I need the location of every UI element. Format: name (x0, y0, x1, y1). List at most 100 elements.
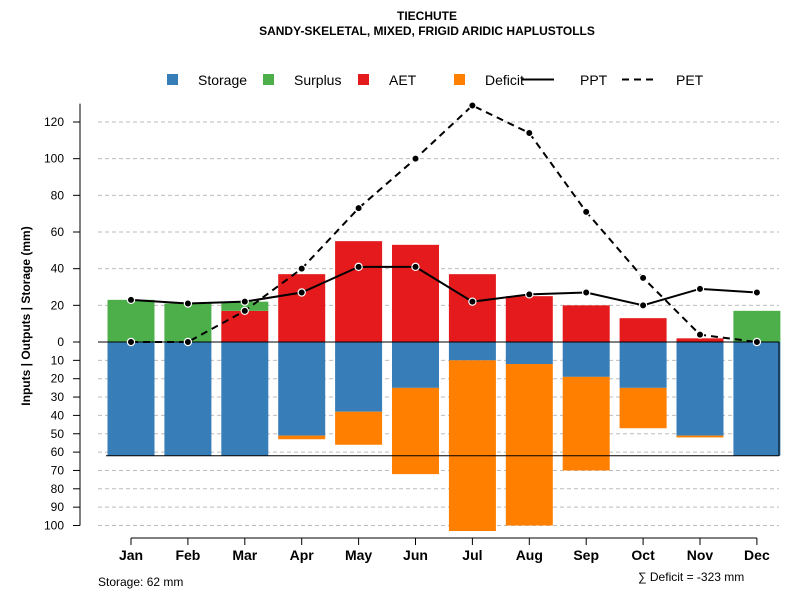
y-tick-label: 20 (51, 372, 65, 386)
pet-point-jun (411, 154, 420, 163)
y-tick-label: 90 (51, 500, 65, 514)
storage-bar-mar (221, 342, 269, 456)
x-tick-label-nov: Nov (687, 547, 714, 563)
ppt-point-feb (183, 299, 193, 308)
y-tick-label: 60 (51, 445, 65, 459)
y-tick-label: 30 (51, 390, 65, 404)
y-tick-label: 0 (57, 335, 64, 349)
storage-bar-aug (505, 342, 553, 365)
deficit-bar-oct (619, 387, 667, 429)
legend-label-deficit: Deficit (485, 72, 524, 88)
series-lines (126, 101, 762, 347)
storage-bar-may (335, 342, 383, 412)
y-tick-label: 60 (51, 225, 65, 239)
ppt-point-mar (240, 297, 249, 306)
aet-bar-oct (619, 318, 667, 342)
surplus-bar-jan (107, 299, 155, 342)
pet-point-nov (695, 330, 705, 339)
x-tick-label-may: May (345, 547, 372, 563)
ppt-point-jan (126, 295, 136, 305)
pet-point-oct (638, 273, 648, 283)
deficit-bar-nov (676, 435, 724, 438)
deficit-total: ∑ Deficit = -323 mm (638, 570, 745, 584)
pet-point-jul (468, 101, 477, 110)
pet-point-mar (240, 306, 249, 316)
axes: 0 20 40 60 80 100 120 10 20 30 40 50 60 70 80 90 100 Jan F… (44, 103, 770, 563)
legend-label-aet: AET (389, 72, 417, 88)
y-tick-label: 40 (51, 262, 65, 276)
x-tick-label-dec: Dec (744, 547, 770, 563)
pet-point-sep (582, 207, 591, 217)
surplus-bar-dec (733, 310, 781, 342)
x-tick-label-jun: Jun (403, 547, 428, 563)
legend-swatch-surplus (263, 74, 274, 85)
y-tick-label: 10 (51, 353, 65, 367)
aet-bar-mar (221, 310, 269, 342)
y-tick-label: 40 (51, 408, 65, 422)
deficit-bar-apr (278, 435, 326, 440)
y-tick-label: 100 (44, 152, 64, 166)
reference-lines (98, 341, 780, 457)
ppt-point-oct (638, 301, 648, 310)
storage-bar-jun (392, 342, 439, 388)
pet-point-may (354, 203, 363, 213)
ppt-point-may (354, 262, 363, 272)
storage-bar-nov (676, 342, 724, 436)
y-tick-label: 20 (51, 298, 65, 312)
ppt-point-nov (695, 284, 705, 294)
ppt-point-jul (468, 297, 477, 306)
surplus-bar-feb (164, 303, 212, 342)
deficit-bar-jun (392, 387, 439, 475)
storage-bar-jan (107, 342, 155, 456)
legend: Storage Surplus AET Deficit PPT PET (167, 72, 704, 88)
ppt-point-jun (411, 262, 420, 272)
storage-bar-sep (562, 342, 610, 377)
ppt-point-sep (582, 288, 591, 297)
deficit-bar-jul (448, 360, 496, 532)
aet-bar-jun (392, 244, 439, 342)
ppt-line (130, 265, 757, 307)
pet-point-apr (297, 264, 306, 273)
legend-swatch-aet (358, 74, 369, 85)
y-tick-label: 80 (51, 188, 65, 202)
x-tick-label-mar: Mar (232, 547, 257, 563)
storage-bar-jul (448, 342, 496, 361)
storage-note: Storage: 62 mm (98, 575, 184, 589)
x-tick-label-jul: Jul (462, 547, 482, 563)
aet-bar-jul (448, 274, 496, 342)
legend-swatch-deficit (454, 74, 465, 85)
legend-label-ppt: PPT (580, 72, 608, 88)
ppt-point-apr (297, 288, 306, 297)
storage-bar-feb (164, 342, 212, 456)
x-tick-label-jan: Jan (119, 547, 143, 563)
legend-label-storage: Storage (198, 72, 247, 88)
y-tick-label: 120 (44, 115, 64, 129)
aet-bar-nov (676, 338, 724, 342)
storage-bar-apr (278, 342, 326, 436)
storage-bar-oct (619, 342, 667, 388)
deficit-bar-sep (562, 376, 610, 471)
y-tick-label: 80 (51, 482, 65, 496)
aet-bar-aug (505, 296, 553, 342)
y-axis-label: Inputs | Outputs | Storage (mm) (19, 226, 33, 405)
legend-swatch-storage (167, 74, 178, 85)
chart-title: TIECHUTE (397, 9, 457, 23)
x-tick-label-sep: Sep (573, 547, 599, 563)
chart-subtitle: SANDY-SKELETAL, MIXED, FRIGID ARIDIC HAP… (259, 24, 595, 38)
legend-label-surplus: Surplus (294, 72, 341, 88)
aet-bar-may (335, 241, 383, 342)
x-tick-label-feb: Feb (175, 547, 200, 563)
x-tick-label-apr: Apr (290, 547, 315, 563)
ppt-point-dec (752, 288, 762, 297)
storage-bar-dec (733, 342, 781, 456)
y-tick-label: 70 (51, 463, 65, 477)
pet-point-aug (525, 128, 534, 138)
bars-group (107, 241, 781, 532)
x-tick-label-oct: Oct (631, 547, 655, 563)
surplus-bar-mar (221, 301, 269, 311)
y-tick-label: 100 (44, 519, 64, 533)
aet-bar-sep (562, 305, 610, 342)
legend-label-pet: PET (676, 72, 704, 88)
x-tick-label-aug: Aug (516, 547, 543, 563)
